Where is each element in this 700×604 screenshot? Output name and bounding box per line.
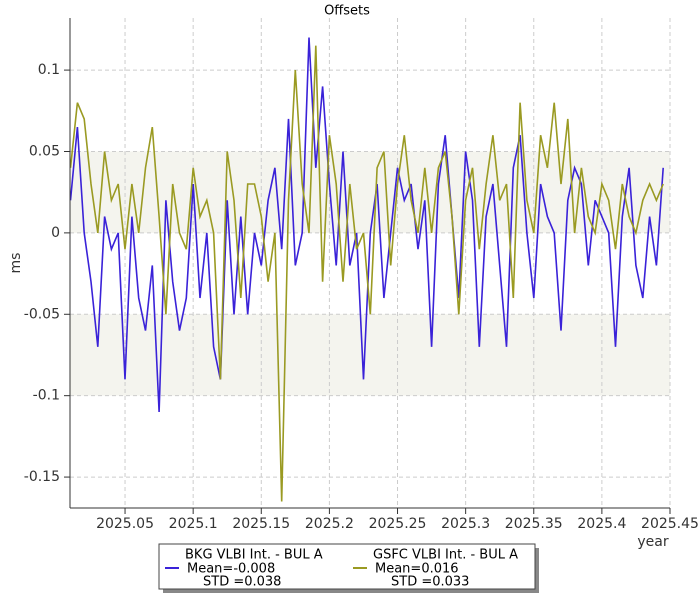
y-tick-label: -0.05 <box>24 306 60 322</box>
legend-stat: Mean=0.016 <box>375 562 459 577</box>
y-tick-label: 0.05 <box>29 143 60 159</box>
plot-area <box>69 18 671 508</box>
y-tick-label: -0.15 <box>24 469 60 485</box>
legend-label: GSFC VLBI Int. - BUL A <box>373 548 518 563</box>
x-tick-label: 2025.45 <box>641 516 699 532</box>
y-tick-label: 0 <box>51 225 60 241</box>
x-tick-label: 2025.05 <box>96 516 154 532</box>
x-tick-label: 2025.35 <box>505 516 563 532</box>
y-tick-label: 0.1 <box>38 62 60 78</box>
legend-stat: STD =0.033 <box>391 575 469 590</box>
legend-box <box>158 543 536 590</box>
shaded-band <box>70 314 670 396</box>
x-axis-label: year <box>637 534 668 550</box>
legend-stat: Mean=-0.008 <box>187 562 275 577</box>
x-tick-label: 2025.25 <box>369 516 427 532</box>
x-tick-label: 2025.4 <box>577 516 626 532</box>
x-tick-label: 2025.15 <box>232 516 290 532</box>
x-tick-label: 2025.2 <box>305 516 354 532</box>
x-tick-label: 2025.3 <box>441 516 490 532</box>
chart-title: Offsets <box>324 4 370 19</box>
series-line <box>69 45 664 502</box>
y-tick-label: -0.1 <box>33 388 60 404</box>
x-tick-label: 2025.1 <box>169 516 218 532</box>
y-axis-label: ms <box>8 253 24 274</box>
legend-stat: STD =0.038 <box>203 575 281 590</box>
legend-label: BKG VLBI Int. - BUL A <box>185 548 323 563</box>
